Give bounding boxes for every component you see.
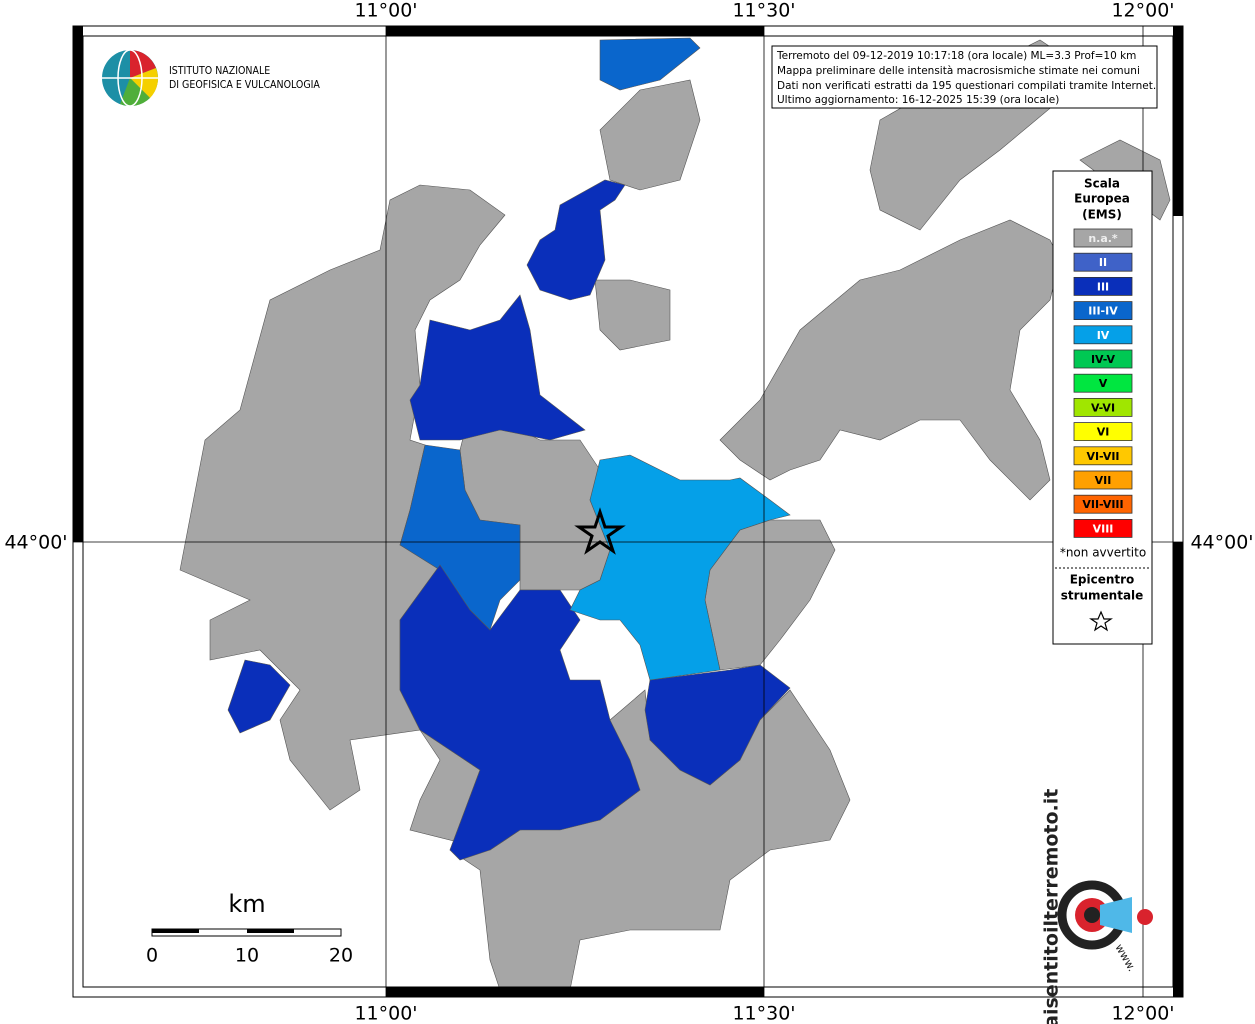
legend-swatch: [1073, 446, 1133, 466]
scale-label: 20: [329, 945, 353, 967]
zone: [399, 564, 641, 861]
legend-label: VII: [1095, 474, 1112, 487]
legend: Scala Europea (EMS) *non avvertito Epice…: [1052, 170, 1153, 645]
frame-band: [386, 26, 764, 36]
legend-label: V: [1099, 377, 1108, 390]
legend-epicenter: strumentale: [1061, 589, 1144, 603]
zone: [526, 179, 626, 301]
frame-band: [1173, 26, 1183, 216]
legend-label: III-IV: [1088, 305, 1118, 318]
frame: [72, 25, 1184, 998]
ingv-logo: ISTITUTO NAZIONALE DI GEOFISICA E VULCAN…: [102, 49, 320, 107]
scale-unit: km: [228, 890, 265, 918]
legend-label: VII-VIII: [1082, 498, 1123, 511]
info-line: Ultimo aggiornamento: 16-12-2025 15:39 (…: [777, 94, 1059, 106]
legend-swatch: [1073, 397, 1133, 417]
hsit-cone: [1100, 897, 1132, 933]
legend-label: VIII: [1093, 522, 1114, 535]
scale-bar: km 0 10 20: [146, 890, 353, 967]
info-line: Terremoto del 09-12-2019 10:17:18 (ora l…: [776, 50, 1136, 62]
logo-segment: [130, 50, 156, 78]
zone: [399, 444, 521, 631]
info-box: Terremoto del 09-12-2019 10:17:18 (ora l…: [771, 45, 1158, 109]
lon-label: 12°00': [1111, 1003, 1174, 1024]
logo-segment: [130, 68, 159, 98]
info-frame: [771, 45, 1158, 109]
legend-label: IV: [1097, 329, 1110, 342]
legend-label: II: [1099, 256, 1107, 269]
legend-star: [1089, 610, 1113, 632]
scale-segment: [247, 929, 294, 933]
zone: [644, 664, 791, 786]
lon-label: 11°00': [354, 0, 417, 22]
legend-swatch: [1073, 276, 1133, 296]
legend-epicenter: Epicentro: [1070, 573, 1135, 587]
scale-segment: [152, 929, 199, 933]
legend-label: IV-V: [1091, 353, 1116, 366]
zone: [719, 219, 1061, 501]
hsit-badge: [1137, 909, 1153, 925]
legend-swatch: [1073, 349, 1133, 369]
info-line: Mappa preliminare delle intensità macros…: [777, 65, 1140, 77]
frame-band: [1173, 542, 1183, 997]
hsit-text: haisentitoilterremoto.it: [1041, 789, 1063, 1024]
scale-label: 10: [235, 945, 259, 967]
lat-label: 44°00': [1190, 532, 1253, 554]
legend-note: *non avvertito: [1060, 546, 1146, 560]
logo-text: DI GEOFISICA E VULCANOLOGIA: [169, 79, 320, 91]
zone: [569, 454, 791, 681]
legend-swatch: [1073, 519, 1133, 538]
zone: [594, 279, 671, 351]
lon-label: 12°00': [1111, 0, 1174, 22]
axis-labels: 11°00' 11°30' 12°00' 11°00' 11°30' 12°00…: [4, 0, 1253, 1024]
logo-text: ISTITUTO NAZIONALE: [169, 65, 270, 77]
frame-band: [386, 987, 764, 997]
legend-swatch: [1073, 301, 1133, 321]
zone: [599, 79, 701, 191]
legend-swatch: [1073, 228, 1133, 248]
zone: [409, 294, 586, 441]
legend-title: Scala: [1084, 177, 1120, 191]
zones: [179, 37, 1171, 991]
lon-label: 11°30': [732, 0, 795, 22]
zone: [227, 659, 291, 734]
hsit-logo: haisentitoilterremoto.it www.: [1041, 789, 1153, 1024]
lat-label: 44°00': [4, 532, 67, 554]
info-line: Dati non verificati estratti da 195 ques…: [777, 80, 1156, 92]
epicenter-star: [574, 507, 626, 555]
legend-label: VI-VII: [1086, 450, 1119, 463]
legend-swatch: [1073, 494, 1133, 514]
logo-segment: [120, 78, 150, 107]
legend-swatch: [1073, 252, 1133, 272]
legend-label: III: [1097, 280, 1109, 293]
lon-label: 11°00': [354, 1003, 417, 1024]
legend-label: n.a.*: [1088, 232, 1118, 245]
legend-swatch: [1073, 470, 1133, 490]
legend-label: V-VI: [1091, 401, 1115, 414]
hsit-dot: [1084, 907, 1100, 923]
legend-label: VI: [1097, 426, 1110, 439]
legend-title: Europea: [1074, 192, 1130, 206]
legend-swatch: [1073, 422, 1133, 442]
legend-swatch: [1073, 325, 1133, 345]
zone: [599, 37, 701, 91]
lon-label: 11°30': [732, 1003, 795, 1024]
legend-swatch: [1073, 373, 1133, 393]
scale-label: 0: [146, 945, 158, 967]
legend-title: (EMS): [1082, 208, 1122, 222]
frame-band: [73, 26, 83, 542]
